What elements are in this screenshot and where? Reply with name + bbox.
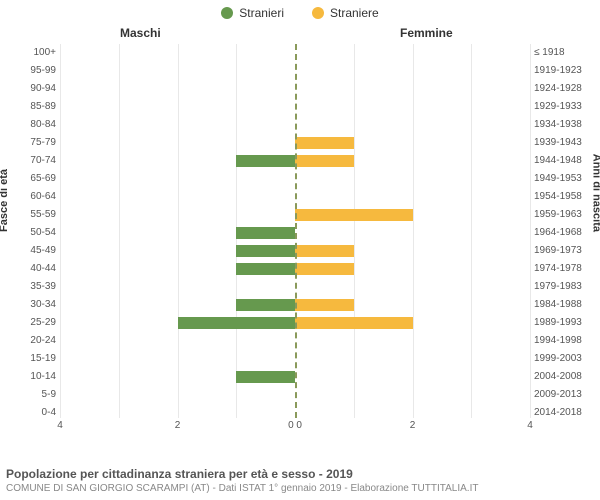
birth-year-label: 2004-2008 [534, 368, 596, 386]
bar-female [295, 299, 354, 311]
age-label: 70-74 [14, 152, 56, 170]
bar-female [295, 263, 354, 275]
column-title-female: Femmine [400, 26, 453, 40]
bar-male [236, 299, 295, 311]
birth-year-label: ≤ 1918 [534, 44, 596, 62]
age-label: 65-69 [14, 170, 56, 188]
age-label: 45-49 [14, 242, 56, 260]
y-axis-label-left: Fasce di età [0, 169, 10, 232]
birth-year-label: 1939-1943 [534, 134, 596, 152]
female-swatch-icon [312, 7, 324, 19]
birth-year-label: 1954-1958 [534, 188, 596, 206]
legend-item-female: Straniere [312, 6, 379, 20]
birth-year-label: 1944-1948 [534, 152, 596, 170]
bar-female [295, 155, 354, 167]
x-axis-ticks: 420024 [60, 420, 530, 436]
age-label: 95-99 [14, 62, 56, 80]
birth-year-label: 1999-2003 [534, 350, 596, 368]
bar-male [236, 155, 295, 167]
birth-year-label: 1959-1963 [534, 206, 596, 224]
age-label: 0-4 [14, 404, 56, 422]
birth-year-label: 1984-1988 [534, 296, 596, 314]
gridline [530, 44, 531, 418]
bar-male [178, 317, 296, 329]
birth-year-label: 1989-1993 [534, 314, 596, 332]
legend-item-male: Stranieri [221, 6, 284, 20]
bar-female [295, 245, 354, 257]
bar-male [236, 227, 295, 239]
bar-female [295, 209, 413, 221]
birth-year-label: 1979-1983 [534, 278, 596, 296]
birth-year-label: 1949-1953 [534, 170, 596, 188]
age-label: 10-14 [14, 368, 56, 386]
bar-male [236, 263, 295, 275]
bar-female [295, 317, 413, 329]
plot-region: 420024 100+≤ 191895-991919-192390-941924… [60, 44, 530, 418]
birth-year-label: 2014-2018 [534, 404, 596, 422]
age-label: 20-24 [14, 332, 56, 350]
birth-year-label: 1974-1978 [534, 260, 596, 278]
age-label: 15-19 [14, 350, 56, 368]
age-label: 100+ [14, 44, 56, 62]
chart-title: Popolazione per cittadinanza straniera p… [6, 467, 594, 481]
column-title-male: Maschi [120, 26, 161, 40]
birth-year-label: 1964-1968 [534, 224, 596, 242]
center-divider-line [295, 44, 297, 418]
chart-source: COMUNE DI SAN GIORGIO SCARAMPI (AT) - Da… [6, 483, 594, 494]
age-label: 75-79 [14, 134, 56, 152]
age-label: 90-94 [14, 80, 56, 98]
birth-year-label: 2009-2013 [534, 386, 596, 404]
birth-year-label: 1924-1928 [534, 80, 596, 98]
legend-female-label: Straniere [330, 6, 379, 20]
age-label: 30-34 [14, 296, 56, 314]
age-label: 35-39 [14, 278, 56, 296]
age-label: 80-84 [14, 116, 56, 134]
age-label: 85-89 [14, 98, 56, 116]
legend-male-label: Stranieri [239, 6, 284, 20]
age-label: 40-44 [14, 260, 56, 278]
birth-year-label: 1994-1998 [534, 332, 596, 350]
age-label: 55-59 [14, 206, 56, 224]
age-label: 25-29 [14, 314, 56, 332]
chart-footer: Popolazione per cittadinanza straniera p… [6, 467, 594, 494]
age-label: 60-64 [14, 188, 56, 206]
age-label: 5-9 [14, 386, 56, 404]
bar-female [295, 137, 354, 149]
legend: Stranieri Straniere [0, 0, 600, 20]
bar-male [236, 245, 295, 257]
birth-year-label: 1919-1923 [534, 62, 596, 80]
birth-year-label: 1934-1938 [534, 116, 596, 134]
birth-year-label: 1969-1973 [534, 242, 596, 260]
chart-area: Maschi Femmine Fasce di età Anni di nasc… [0, 26, 600, 438]
age-label: 50-54 [14, 224, 56, 242]
male-swatch-icon [221, 7, 233, 19]
birth-year-label: 1929-1933 [534, 98, 596, 116]
bar-male [236, 371, 295, 383]
